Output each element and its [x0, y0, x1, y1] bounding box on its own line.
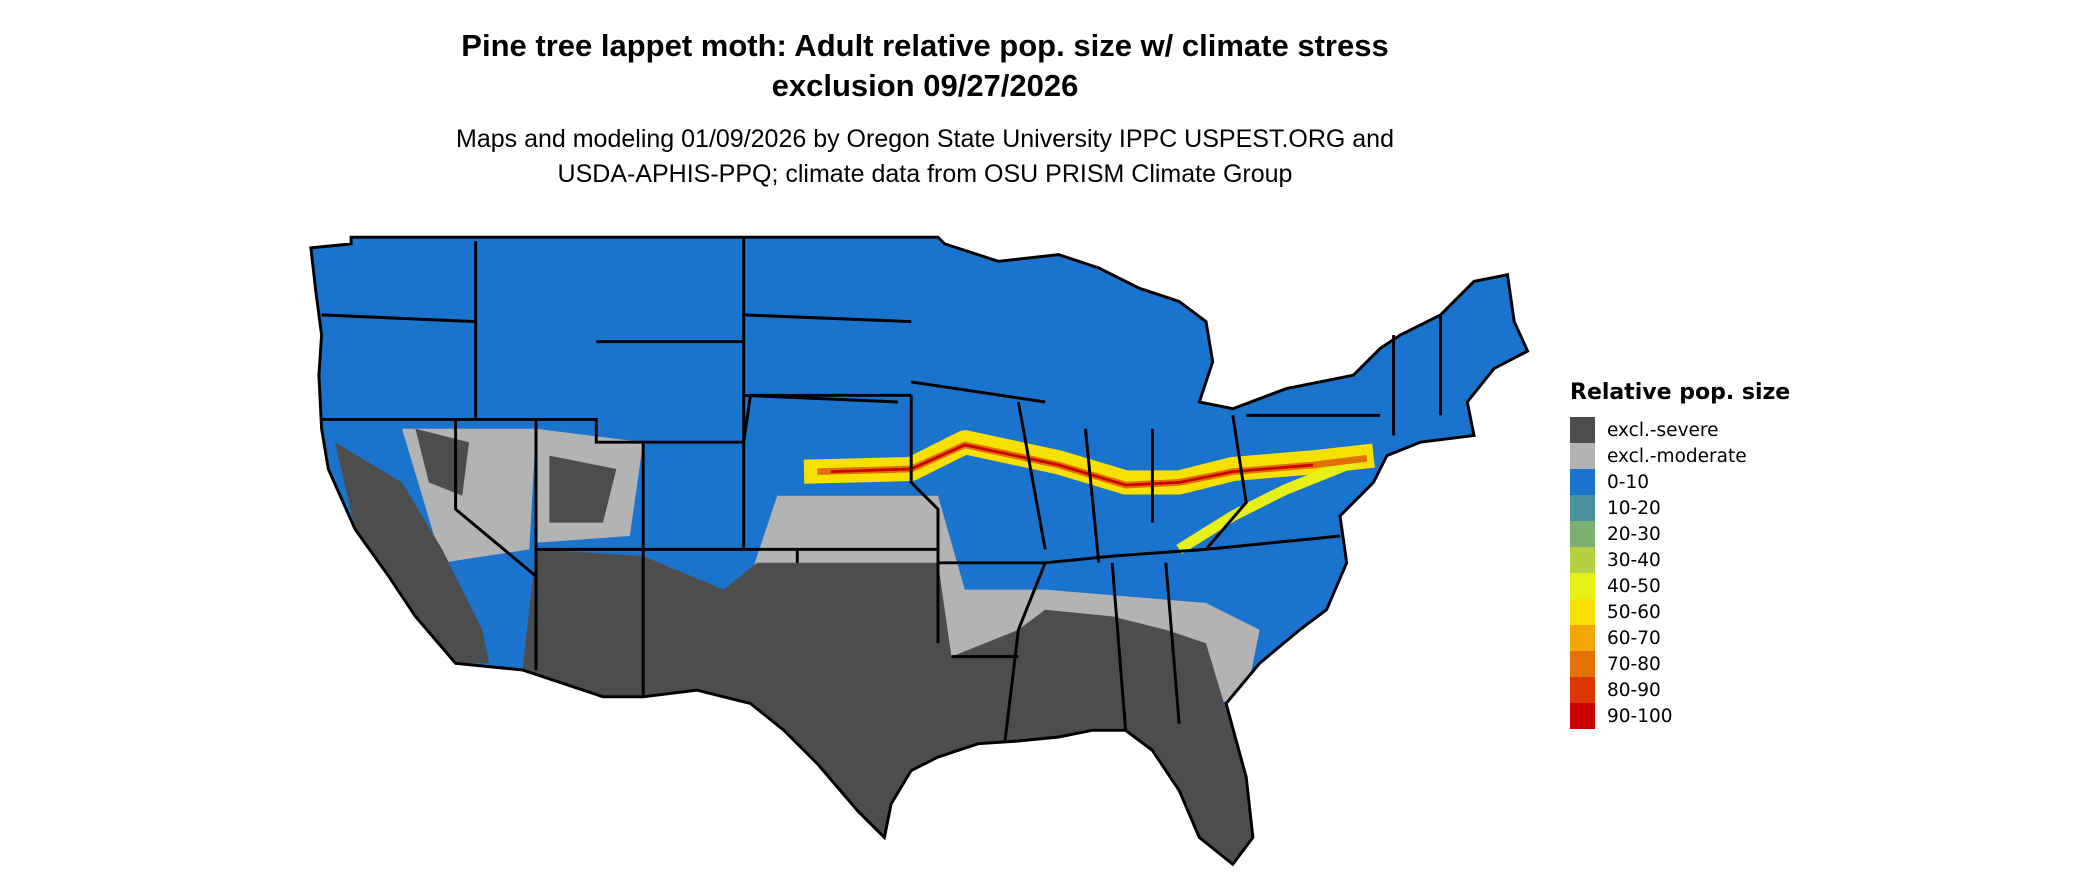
legend-label: 70-80: [1607, 653, 1661, 675]
legend-swatch: [1570, 417, 1595, 443]
legend-label: excl.-severe: [1607, 419, 1719, 441]
legend-item: 70-80: [1570, 651, 1790, 677]
suitability-band-top: [830, 443, 1314, 487]
legend-swatch: [1570, 547, 1595, 573]
legend-swatch: [1570, 625, 1595, 651]
legend-title: Relative pop. size: [1570, 380, 1791, 405]
legend-swatch: [1570, 443, 1595, 469]
map-title-line1: Pine tree lappet moth: Adult relative po…: [461, 28, 1389, 63]
legend-swatch: [1570, 651, 1595, 677]
legend: Relative pop. size excl.-severe excl.-mod…: [1570, 380, 1790, 729]
legend-item: excl.-severe: [1570, 417, 1790, 443]
legend-swatch: [1570, 521, 1595, 547]
legend-item: 90-100: [1570, 703, 1790, 729]
legend-swatch: [1570, 677, 1595, 703]
state-borders: [309, 235, 1530, 866]
legend-swatch: [1570, 573, 1595, 599]
legend-item: 0-10: [1570, 469, 1790, 495]
map-title-line2: exclusion 09/27/2026: [771, 68, 1079, 103]
legend-item: 40-50: [1570, 573, 1790, 599]
legend-item: 80-90: [1570, 677, 1790, 703]
legend-label: 50-60: [1607, 601, 1661, 623]
legend-label: 20-30: [1607, 523, 1661, 545]
legend-item: 30-40: [1570, 547, 1790, 573]
map-subtitle-line2: USDA-APHIS-PPQ; climate data from OSU PR…: [557, 160, 1293, 188]
legend-label: 60-70: [1607, 627, 1661, 649]
legend-swatch: [1570, 599, 1595, 625]
legend-item: excl.-moderate: [1570, 443, 1790, 469]
legend-item: 50-60: [1570, 599, 1790, 625]
legend-label: 30-40: [1607, 549, 1661, 571]
map-subtitle-line1: Maps and modeling 01/09/2026 by Oregon S…: [456, 125, 1394, 153]
legend-label: 90-100: [1607, 705, 1673, 727]
legend-swatch: [1570, 495, 1595, 521]
legend-item: 10-20: [1570, 495, 1790, 521]
legend-swatch: [1570, 469, 1595, 495]
legend-label: 0-10: [1607, 471, 1649, 493]
legend-item: 20-30: [1570, 521, 1790, 547]
suitability-band-south: [1176, 457, 1356, 554]
legend-swatch: [1570, 703, 1595, 729]
legend-label: 80-90: [1607, 679, 1661, 701]
excl-severe-area: [335, 428, 1253, 865]
legend-label: excl.-moderate: [1607, 445, 1747, 467]
legend-label: 10-20: [1607, 497, 1661, 519]
legend-label: 40-50: [1607, 575, 1661, 597]
legend-item: 60-70: [1570, 625, 1790, 651]
